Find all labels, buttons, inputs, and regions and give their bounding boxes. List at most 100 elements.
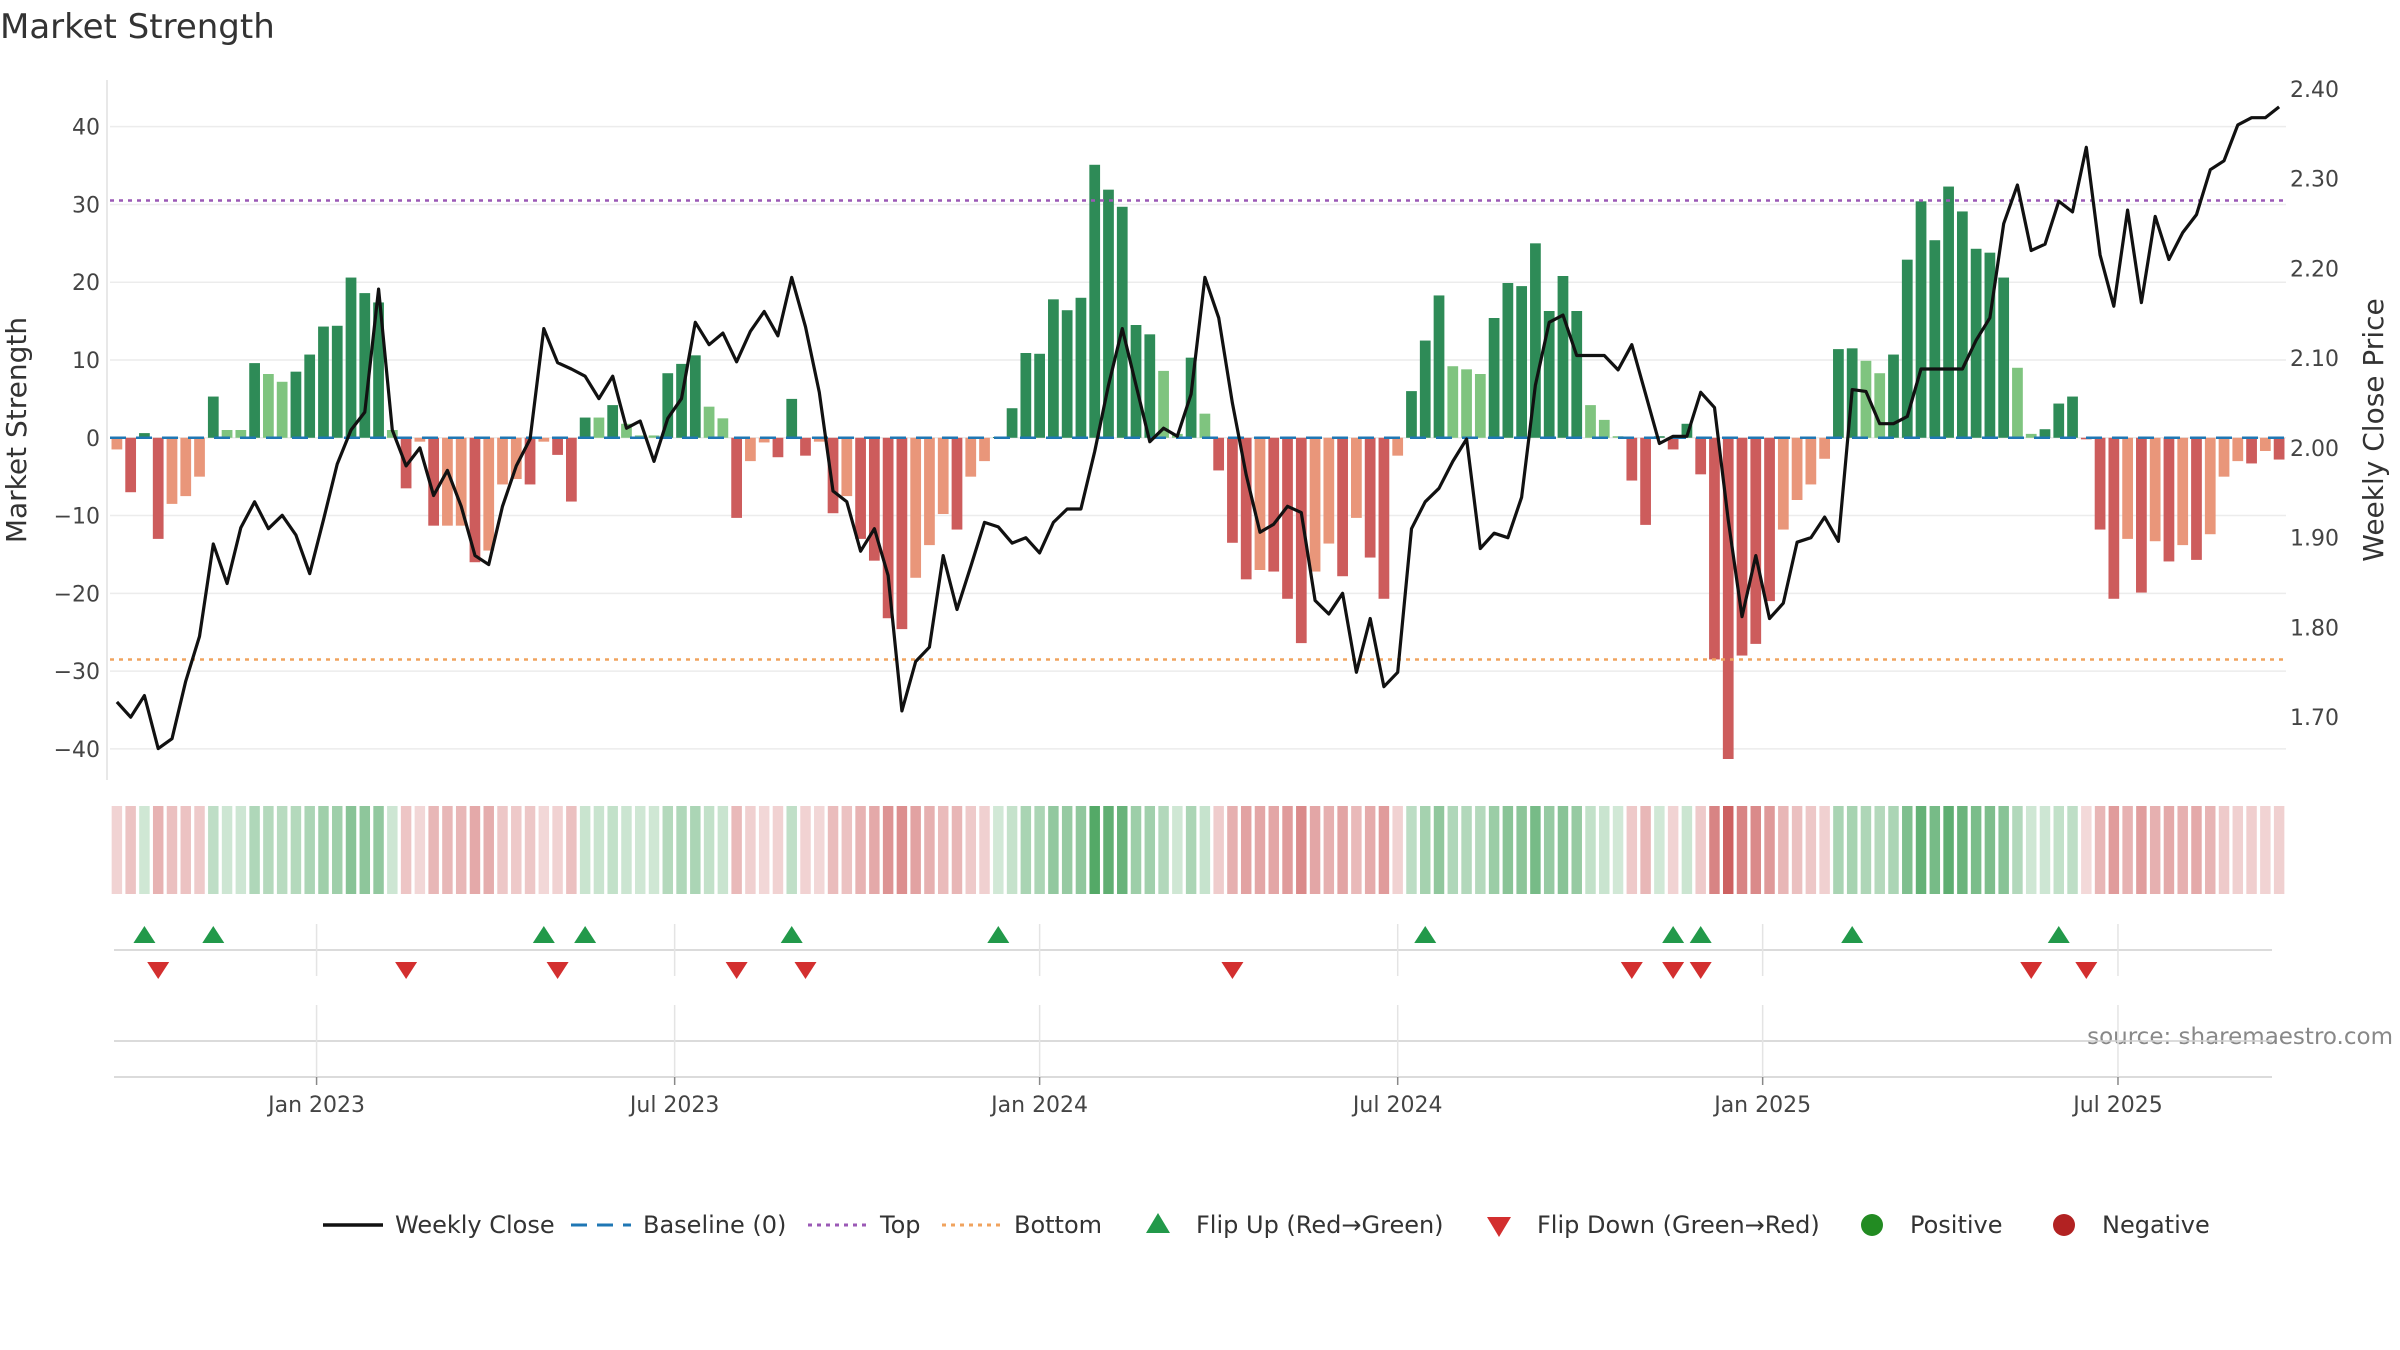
x-tick-label: Jan 2024 (989, 1093, 1088, 1118)
strength-bar (2177, 437, 2189, 546)
flip-up-marker (780, 926, 803, 943)
strength-bar (841, 437, 853, 497)
strength-bar (1006, 408, 1018, 438)
strength-bar (1158, 370, 1169, 438)
heat-cell (1957, 806, 1968, 894)
strength-bar (510, 437, 522, 479)
heat-cell (1061, 806, 1073, 894)
heat-cell (1130, 806, 1142, 894)
strength-bar (1351, 437, 1362, 518)
heat-cell (2012, 806, 2023, 894)
flip-down-marker (546, 962, 569, 979)
strength-bar (1557, 276, 1569, 438)
y-tick-label: 20 (72, 271, 100, 296)
heat-cell (428, 806, 439, 894)
heat-cell (662, 806, 674, 894)
heat-cell (1530, 806, 1541, 894)
y-right-tick-label: 2.40 (2290, 78, 2339, 103)
strength-bar (1034, 353, 1045, 438)
heat-cell (359, 806, 371, 894)
heat-cell (1860, 806, 1872, 894)
heat-cell (2232, 806, 2244, 894)
strength-bar (1640, 437, 1651, 525)
strength-bar (194, 437, 205, 477)
strength-bar (621, 423, 632, 438)
heat-cell (566, 806, 577, 894)
strength-bar (497, 437, 508, 485)
strength-bar (1516, 286, 1528, 438)
heat-cell (1984, 806, 1996, 894)
heat-cell (1764, 806, 1775, 894)
legend-label: Top (879, 1211, 921, 1239)
heat-cell (1461, 806, 1472, 894)
y-right-tick-label: 2.10 (2290, 347, 2339, 372)
y-axis-ticks: 40 30 20 10 0 −10 −20 −30 −40 (54, 116, 100, 763)
heat-cell (111, 806, 123, 894)
strength-bar (1929, 240, 1941, 438)
strength-heat-strip (111, 806, 2285, 894)
heat-cell (1709, 806, 1720, 894)
heat-cell (538, 806, 550, 894)
strength-bar (139, 433, 150, 438)
heat-cell (676, 806, 687, 894)
strength-bar (772, 437, 784, 458)
heat-cell (400, 806, 412, 894)
heat-cell (2094, 806, 2106, 894)
strength-bar (1667, 437, 1679, 450)
heat-cell (483, 806, 494, 894)
strength-bar (951, 437, 963, 530)
strength-bar (1543, 311, 1555, 438)
strength-bar (1020, 353, 1032, 438)
strength-bar (1777, 437, 1789, 530)
strength-bar (166, 437, 178, 504)
strength-bar (524, 437, 536, 485)
y-tick-label: −40 (54, 738, 100, 763)
strength-bar (855, 437, 866, 539)
flip-up-marker (532, 926, 555, 943)
legend-swatch-flip-down (1487, 1217, 1511, 1237)
flip-up-marker (1414, 926, 1437, 943)
y-right-tick-label: 2.30 (2290, 168, 2339, 193)
x-axis-ticks: Jan 2023 Jul 2023 Jan 2024 Jul 2024 Jan 2025… (266, 924, 2163, 1118)
heat-cell (1034, 806, 1045, 894)
strength-bar (1075, 297, 1087, 438)
heat-cell (800, 806, 811, 894)
weekly-close-line (115, 105, 2281, 751)
strength-bar (1378, 437, 1390, 599)
x-tick-label: Jan 2023 (266, 1093, 365, 1118)
strength-bar (786, 398, 798, 438)
heat-cell (2136, 806, 2147, 894)
heat-cell (1874, 806, 1885, 894)
strength-bar (1116, 206, 1128, 438)
strength-bar (1998, 277, 2010, 438)
heat-cell (1943, 806, 1954, 894)
heat-cell (1819, 806, 1830, 894)
legend-label: Weekly Close (395, 1211, 555, 1239)
strength-bar (1571, 311, 1583, 438)
legend-label: Flip Down (Green→Red) (1537, 1211, 1820, 1239)
strength-bar (1309, 437, 1321, 572)
heat-cell (2191, 806, 2202, 894)
legend-label: Negative (2102, 1211, 2210, 1239)
strength-bar (1915, 201, 1927, 438)
heat-cell (1543, 806, 1555, 894)
strength-bar (1764, 437, 1775, 602)
strength-bar (648, 435, 660, 438)
heat-cell (1378, 806, 1390, 894)
strength-bar (979, 437, 990, 462)
flip-down-marker (147, 962, 170, 979)
heat-cell (208, 806, 219, 894)
heat-cell (1516, 806, 1527, 894)
heat-cell (1902, 806, 1913, 894)
heat-cell (1213, 806, 1224, 894)
strength-bar (1833, 349, 1844, 438)
heat-cell (703, 806, 715, 894)
strength-bar (1488, 318, 1500, 438)
heat-cell (979, 806, 990, 894)
heat-cell (1488, 806, 1500, 894)
legend-label: Flip Up (Red→Green) (1196, 1211, 1444, 1239)
y-tick-label: −30 (54, 660, 100, 685)
heat-cell (1778, 806, 1789, 894)
heat-cell (1998, 806, 2009, 894)
strength-bar (552, 437, 563, 455)
